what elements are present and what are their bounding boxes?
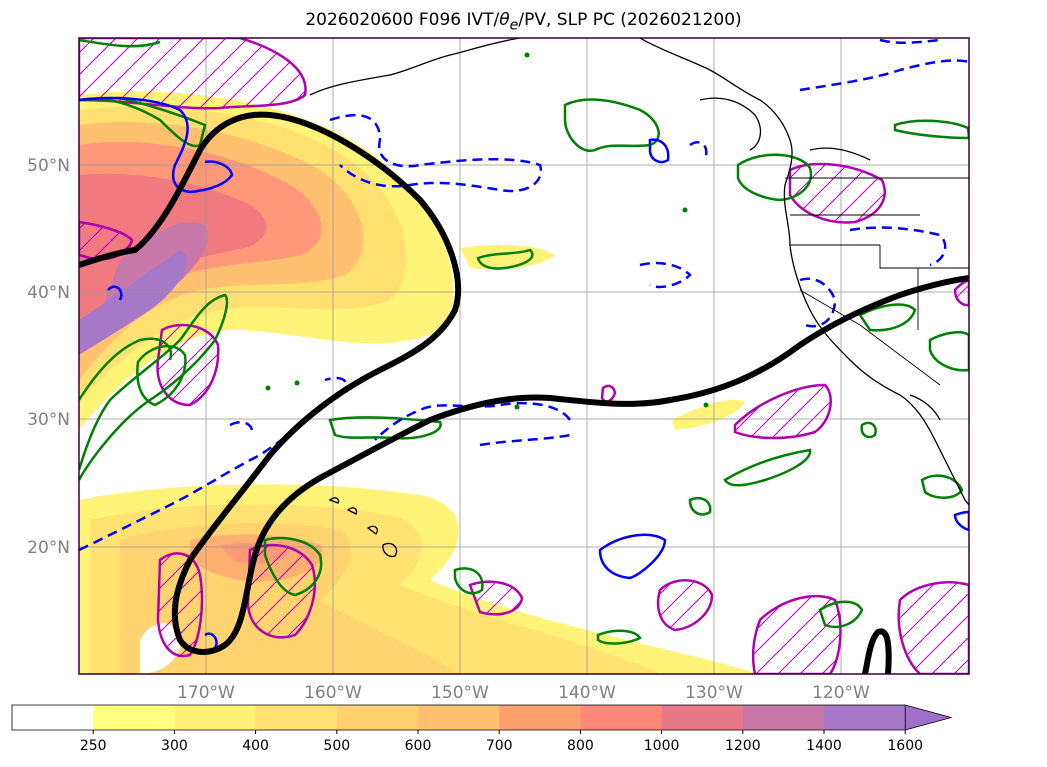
colorbar-tick-label: 1600 <box>887 738 923 754</box>
colorbar-outline <box>11 704 906 731</box>
colorbar-segment <box>661 705 744 730</box>
title-prefix: 2026020600 F096 IVT/ <box>305 10 500 30</box>
plot-area <box>79 38 969 674</box>
map-title: 2026020600 F096 IVT/θe/PV, SLP PC (20260… <box>0 10 1047 33</box>
lon-label-130w: 130°W <box>685 683 743 703</box>
title-theta: θ <box>499 10 510 30</box>
title-theta-sub: e <box>509 17 519 34</box>
colorbar: 250 300 400 500 600 700 800 1000 1200 1400 1600 <box>11 704 953 754</box>
lon-label-120w: 120°W <box>812 683 870 703</box>
colorbar-extend-arrow <box>904 704 953 731</box>
colorbar-tick-label: 1400 <box>806 738 842 754</box>
colorbar-segment <box>580 705 663 730</box>
slp-pc-contours <box>79 111 969 674</box>
title-suffix: /PV, SLP PC (2026021200) <box>518 10 742 30</box>
colorbar-segment <box>255 705 338 730</box>
borders <box>785 177 969 386</box>
colorbar-segment <box>12 705 94 730</box>
colorbar-segment <box>418 705 500 730</box>
lon-label-150w: 150°W <box>431 683 489 703</box>
colorbar-segment <box>336 705 419 730</box>
theta-e-contours <box>79 38 969 645</box>
colorbar-segment <box>174 705 257 730</box>
colorbar-tick-label: 800 <box>567 738 594 754</box>
lon-label-140w: 140°W <box>558 683 616 703</box>
lat-labels: 50°N 40°N 30°N 20°N <box>27 156 70 558</box>
colorbar-segment <box>742 705 825 730</box>
colorbar-tick-label: 500 <box>323 738 350 754</box>
lon-label-160w: 160°W <box>304 683 362 703</box>
pv-hatched-regions <box>79 38 969 674</box>
colorbar-tick-label: 700 <box>486 738 513 754</box>
colorbar-tick-label: 300 <box>161 738 188 754</box>
colorbar-segment <box>499 705 581 730</box>
colorbar-tick-label: 1200 <box>725 738 761 754</box>
lon-labels: 170°W 160°W 150°W 140°W 130°W 120°W <box>177 683 870 703</box>
colorbar-segment <box>93 705 175 730</box>
coastlines <box>309 38 969 558</box>
colorbar-tick-label: 600 <box>405 738 432 754</box>
colorbar-tick-label: 250 <box>80 738 107 754</box>
lat-label-50n: 50°N <box>27 156 70 176</box>
map-frame <box>78 37 970 675</box>
pv-dashed-contours <box>79 38 969 552</box>
lat-label-20n: 20°N <box>27 538 70 558</box>
lat-label-40n: 40°N <box>27 283 70 303</box>
lon-label-170w: 170°W <box>177 683 235 703</box>
colorbar-segment <box>824 705 906 730</box>
lat-label-30n: 30°N <box>27 410 70 430</box>
pv-solid-contours <box>79 96 969 649</box>
colorbar-tick-label: 400 <box>242 738 269 754</box>
theta-e-dots <box>265 52 709 410</box>
colorbar-tick-label: 1000 <box>644 738 680 754</box>
